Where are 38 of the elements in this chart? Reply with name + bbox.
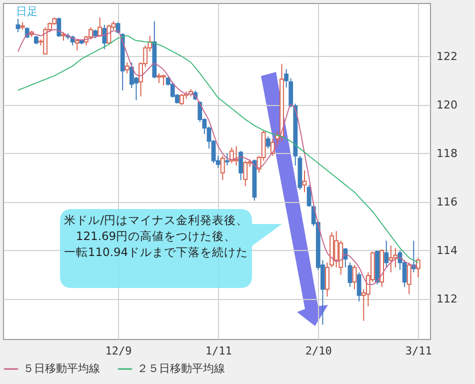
- legend-label: ５日移動平均線: [23, 362, 100, 375]
- y-tick-label: 112: [436, 292, 458, 306]
- x-tick-label: 1/11: [205, 344, 232, 358]
- candlestick: [98, 17, 102, 38]
- x-tick-label: 2/10: [305, 344, 332, 358]
- y-tick-label: 114: [436, 244, 458, 257]
- candlestick: [388, 245, 394, 273]
- candlestick: [416, 257, 420, 278]
- annotation: 121.69円の高値をつけた後、: [74, 228, 238, 244]
- candlestick: [161, 74, 166, 86]
- y-tick-label: 118: [436, 146, 458, 160]
- x-tick-label: 12/9: [105, 344, 132, 358]
- candlestick: [16, 18, 20, 33]
- candlestick: [238, 150, 244, 181]
- y-tick-label: 116: [436, 195, 458, 208]
- candlestick: [348, 262, 352, 288]
- annotation: 米ドル/円はマイナス金利発表後、: [63, 212, 249, 228]
- x-tick-label: 3/11: [405, 344, 432, 358]
- y-tick-label: 122: [436, 50, 458, 63]
- candlestick: [220, 155, 225, 181]
- legend-label: ２５日移動平均線: [137, 362, 225, 375]
- candlestick: [352, 264, 357, 290]
- candlestick: [356, 272, 362, 302]
- candlestick: [266, 136, 270, 150]
- candlestick: [406, 262, 412, 295]
- candlestick: [343, 248, 348, 268]
- candlestick: [302, 170, 307, 193]
- candlestick: [224, 152, 230, 166]
- candlestick: [124, 62, 130, 74]
- candlestick: [156, 72, 162, 84]
- candlestick: [325, 262, 330, 298]
- candlestick: [243, 160, 248, 187]
- candlestick: [102, 24, 107, 50]
- annotation: 一転110.94ドルまで下落を続けた: [62, 244, 250, 260]
- candlestick: [56, 17, 62, 38]
- y-tick-label: 120: [436, 98, 458, 112]
- chart-title: 日足: [16, 4, 38, 19]
- candlestick: [384, 240, 389, 268]
